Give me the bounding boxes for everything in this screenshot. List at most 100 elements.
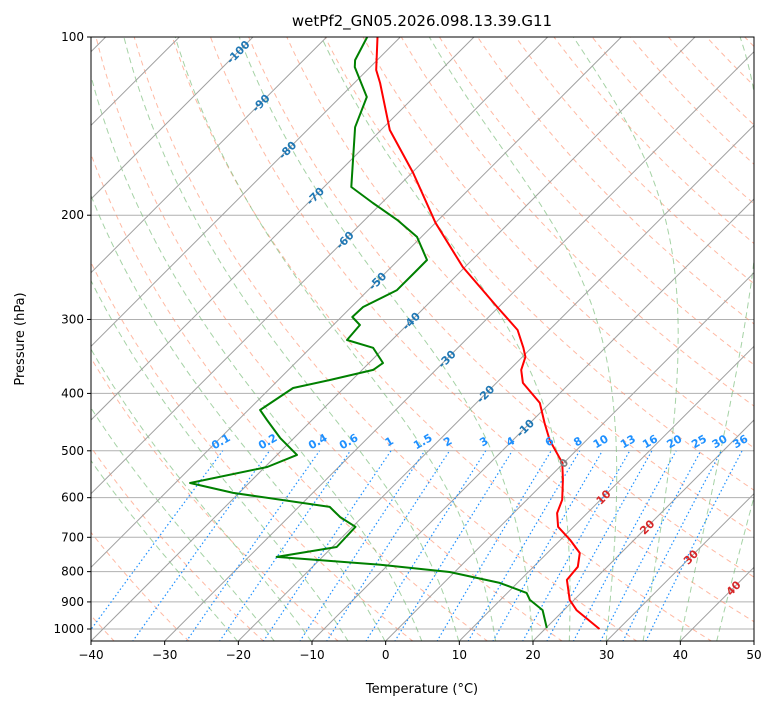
mixing-ratio-line (522, 450, 631, 641)
isotherm-line (532, 419, 754, 641)
y-tick-label: 400 (61, 386, 84, 400)
dry-adiabat-line (438, 37, 754, 366)
mixing-ratio-line (91, 450, 224, 631)
y-tick-label: 200 (61, 208, 84, 222)
moist-adiabat-line (572, 37, 679, 641)
dry-adiabat-line (400, 37, 754, 407)
mixing-ratio-label: 20 (665, 432, 685, 451)
y-tick-label: 500 (61, 444, 84, 458)
isotherm-label: -80 (276, 138, 299, 161)
mixing-ratio-label: 0.4 (306, 431, 330, 452)
mixing-ratio-label: 1.5 (411, 431, 434, 452)
mixing-ratio-label: 25 (689, 432, 709, 451)
mixing-ratio-line (262, 450, 392, 641)
mixing-ratio-label: 13 (618, 432, 638, 451)
dry-adiabat-line (95, 37, 563, 641)
line-labels: 0.1 0.2 0.4 0.6 1 1.5 2 3 4 6 8 10 13 16 20 25 30 36-100-… (209, 38, 750, 599)
mixing-ratio-line (572, 450, 677, 641)
isotherm-line (458, 345, 754, 641)
y-tick-label: 900 (61, 595, 84, 609)
mixing-ratio-line (219, 450, 351, 641)
isotherm-line (91, 37, 475, 421)
moist-adiabat-line (174, 37, 497, 641)
y-axis-title: Pressure (hPa) (13, 292, 28, 385)
moist-adiabat-line (91, 194, 386, 641)
isotherm-line (91, 37, 696, 641)
dry-adiabat-line (210, 37, 754, 623)
axes: −40 −30 −20 −10 0 10 20 30 40 50 100 200 300 400 500 60… (53, 30, 761, 662)
moist-adiabat-line (91, 348, 312, 641)
isotherm-line (91, 37, 622, 569)
isotherm-line (91, 37, 549, 495)
x-tick-label: −30 (152, 648, 177, 662)
isotherm-line (163, 50, 754, 641)
isotherm-line (384, 271, 754, 641)
isotherm-line (753, 640, 754, 641)
mixing-ratio-label: 0.1 (209, 431, 232, 452)
x-tick-label: −10 (299, 648, 324, 662)
isotherm-line (91, 37, 254, 200)
dry-adiabat-line (515, 37, 754, 285)
x-tick-label: −40 (78, 648, 103, 662)
dry-adiabat-line (91, 446, 265, 641)
mixing-ratio-label: 8 (571, 434, 584, 449)
mixing-ratio-line (299, 450, 426, 641)
y-tick-label: 600 (61, 491, 84, 505)
isotherm-line (605, 492, 754, 641)
dry-adiabat-line (744, 37, 754, 48)
dry-adiabat-line (553, 37, 754, 245)
x-tick-label: 30 (599, 648, 614, 662)
chart-title: wetPf2_GN05.2026.098.13.39.G11 (292, 12, 552, 31)
mixing-ratio-line (599, 450, 702, 641)
dry-adiabat-line (133, 37, 638, 641)
moist-adiabat-line (123, 37, 460, 641)
moist-adiabat-line (91, 407, 275, 641)
dry-adiabat-line (248, 37, 754, 578)
mixing-ratio-line (185, 450, 321, 641)
mixing-ratio-label: 30 (710, 432, 730, 451)
plot-frame (90, 36, 755, 642)
dry-adiabat-line (91, 357, 339, 641)
mixing-ratio-label: 10 (591, 432, 611, 451)
mixing-ratio-line (645, 450, 743, 641)
dry-adiabat-line (668, 37, 754, 126)
dry-adiabat-line (629, 37, 754, 165)
x-tick-label: −20 (226, 648, 251, 662)
moist-adiabat-line (428, 37, 618, 641)
mixing-ratio-line (436, 450, 552, 641)
x-tick-label: 50 (746, 648, 761, 662)
mixing-ratio-line (394, 450, 513, 641)
dry-adiabat-line (171, 37, 713, 641)
mixing-ratio-label: 3 (477, 434, 490, 449)
mixing-ratio-line (546, 450, 653, 641)
isotherm-label: -100 (224, 38, 253, 67)
isotherm-line (91, 37, 401, 348)
temperature-profile-line (375, 37, 601, 630)
mixing-ratio-line (326, 450, 451, 641)
isotherm-line (237, 124, 754, 641)
dry-adiabat-line (591, 37, 754, 205)
profiles (189, 37, 601, 630)
x-tick-label: 40 (673, 648, 688, 662)
dry-adiabat-line (91, 152, 489, 641)
y-tick-label: 300 (61, 312, 84, 326)
x-tick-label: 20 (525, 648, 540, 662)
moist-adiabat-line (238, 37, 533, 641)
mixing-ratio-label: 1 (383, 434, 396, 449)
isotherm-line (91, 37, 328, 274)
moist-adiabat-line (91, 73, 423, 641)
x-tick-label: 10 (452, 648, 467, 662)
x-axis-title: Temperature (°C) (365, 682, 478, 697)
moist-adiabat-line (716, 495, 754, 641)
isotherm-line (311, 198, 754, 641)
y-tick-label: 1000 (53, 622, 84, 636)
mixing-ratio-label: 36 (730, 432, 750, 451)
y-tick-label: 700 (61, 530, 84, 544)
dewpoint-profile-line (189, 37, 548, 629)
moist-adiabat-line (91, 279, 349, 641)
background-lines (91, 37, 754, 641)
x-tick-label: 0 (382, 648, 390, 662)
moist-adiabat-line (91, 459, 239, 641)
dry-adiabat-line (91, 531, 190, 641)
